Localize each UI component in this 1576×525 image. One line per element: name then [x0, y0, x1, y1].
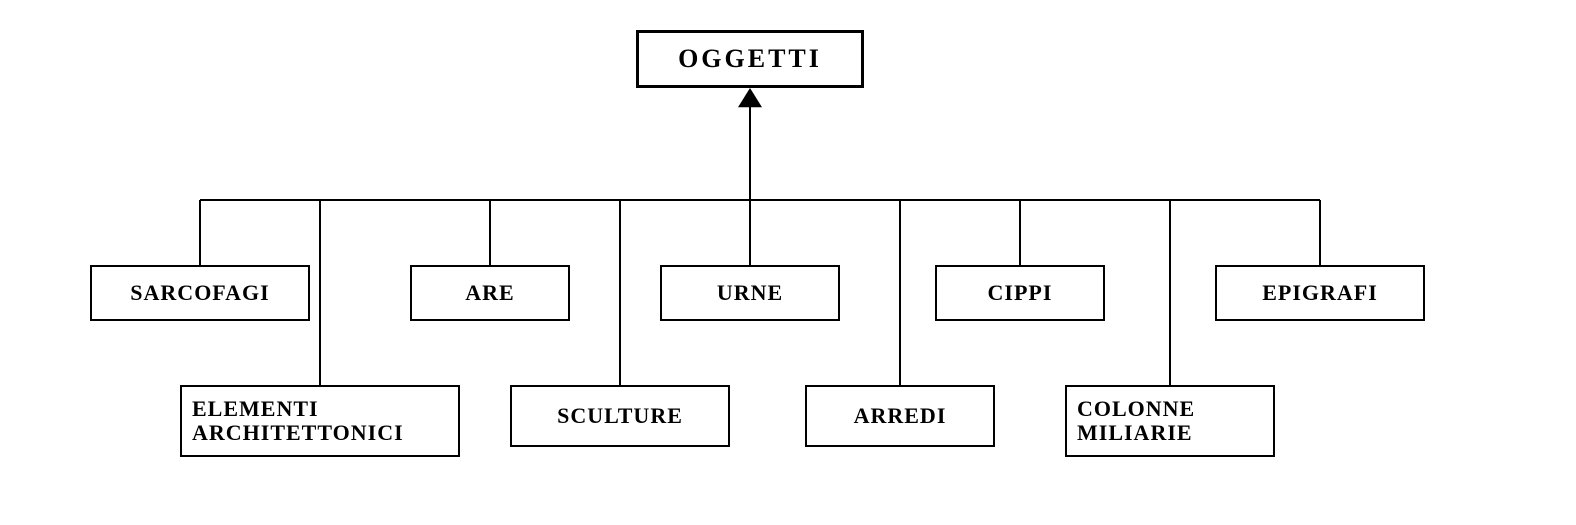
node-urne-label: URNE: [717, 280, 783, 306]
node-urne: URNE: [660, 265, 840, 321]
node-sarcofagi-label: SARCOFAGI: [130, 280, 269, 306]
node-sculture: SCULTURE: [510, 385, 730, 447]
node-sculture-label: SCULTURE: [557, 404, 683, 428]
node-are-label: ARE: [465, 280, 514, 306]
node-arredi-label: ARREDI: [854, 404, 947, 428]
node-elementi-architettonici: ELEMENTIARCHITETTONICI: [180, 385, 460, 457]
node-elementi-architettonici-label: ELEMENTIARCHITETTONICI: [192, 397, 404, 445]
node-cippi-label: CIPPI: [988, 280, 1053, 306]
node-root-label: OGGETTI: [678, 44, 822, 74]
node-arredi: ARREDI: [805, 385, 995, 447]
node-epigrafi-label: EPIGRAFI: [1262, 280, 1378, 306]
node-epigrafi: EPIGRAFI: [1215, 265, 1425, 321]
node-cippi: CIPPI: [935, 265, 1105, 321]
node-are: ARE: [410, 265, 570, 321]
node-sarcofagi: SARCOFAGI: [90, 265, 310, 321]
node-root-oggetti: OGGETTI: [636, 30, 864, 88]
node-colonne-miliarie-label: COLONNEMILIARIE: [1077, 397, 1195, 445]
node-colonne-miliarie: COLONNEMILIARIE: [1065, 385, 1275, 457]
